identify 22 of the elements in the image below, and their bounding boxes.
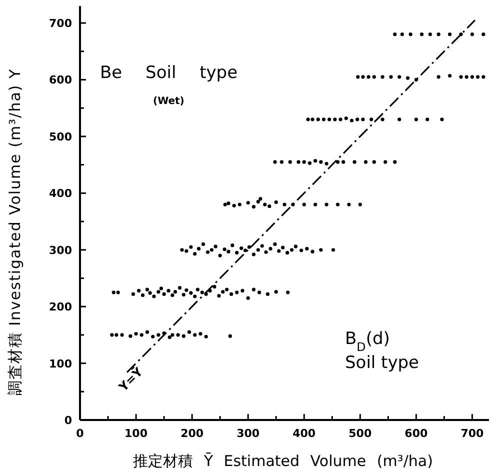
- y-tick-label: 100: [49, 357, 72, 370]
- annotation: Be Soil type: [100, 63, 238, 83]
- y-tick-label: 0: [64, 414, 72, 427]
- y-tick-label: 400: [49, 187, 72, 200]
- x-tick-label: 100: [124, 427, 148, 440]
- x-tick-label: 400: [292, 427, 316, 440]
- annotation: B$_{D}$(d): [345, 329, 390, 354]
- y-axis-title: 調査材積 Investigated Volume (m³/ha) Y: [6, 68, 24, 396]
- annotation: (Wet): [153, 96, 184, 107]
- y-tick-label: 300: [49, 244, 72, 257]
- x-tick-label: 700: [460, 427, 484, 440]
- x-axis-title: 推定材積 Ȳ Estimated Volume (m³/ha): [133, 452, 433, 470]
- annotation: Soil type: [345, 353, 420, 373]
- x-tick-label: 600: [404, 427, 428, 440]
- x-tick-label: 200: [180, 427, 204, 440]
- x-tick-label: 0: [76, 427, 84, 440]
- y-tick-label: 600: [49, 74, 72, 87]
- y-tick-label: 500: [49, 130, 72, 144]
- y-tick-label: 200: [49, 300, 72, 314]
- x-tick-label: 300: [236, 427, 260, 440]
- x-tick-label: 500: [348, 427, 372, 440]
- y-tick-label: 700: [49, 17, 72, 30]
